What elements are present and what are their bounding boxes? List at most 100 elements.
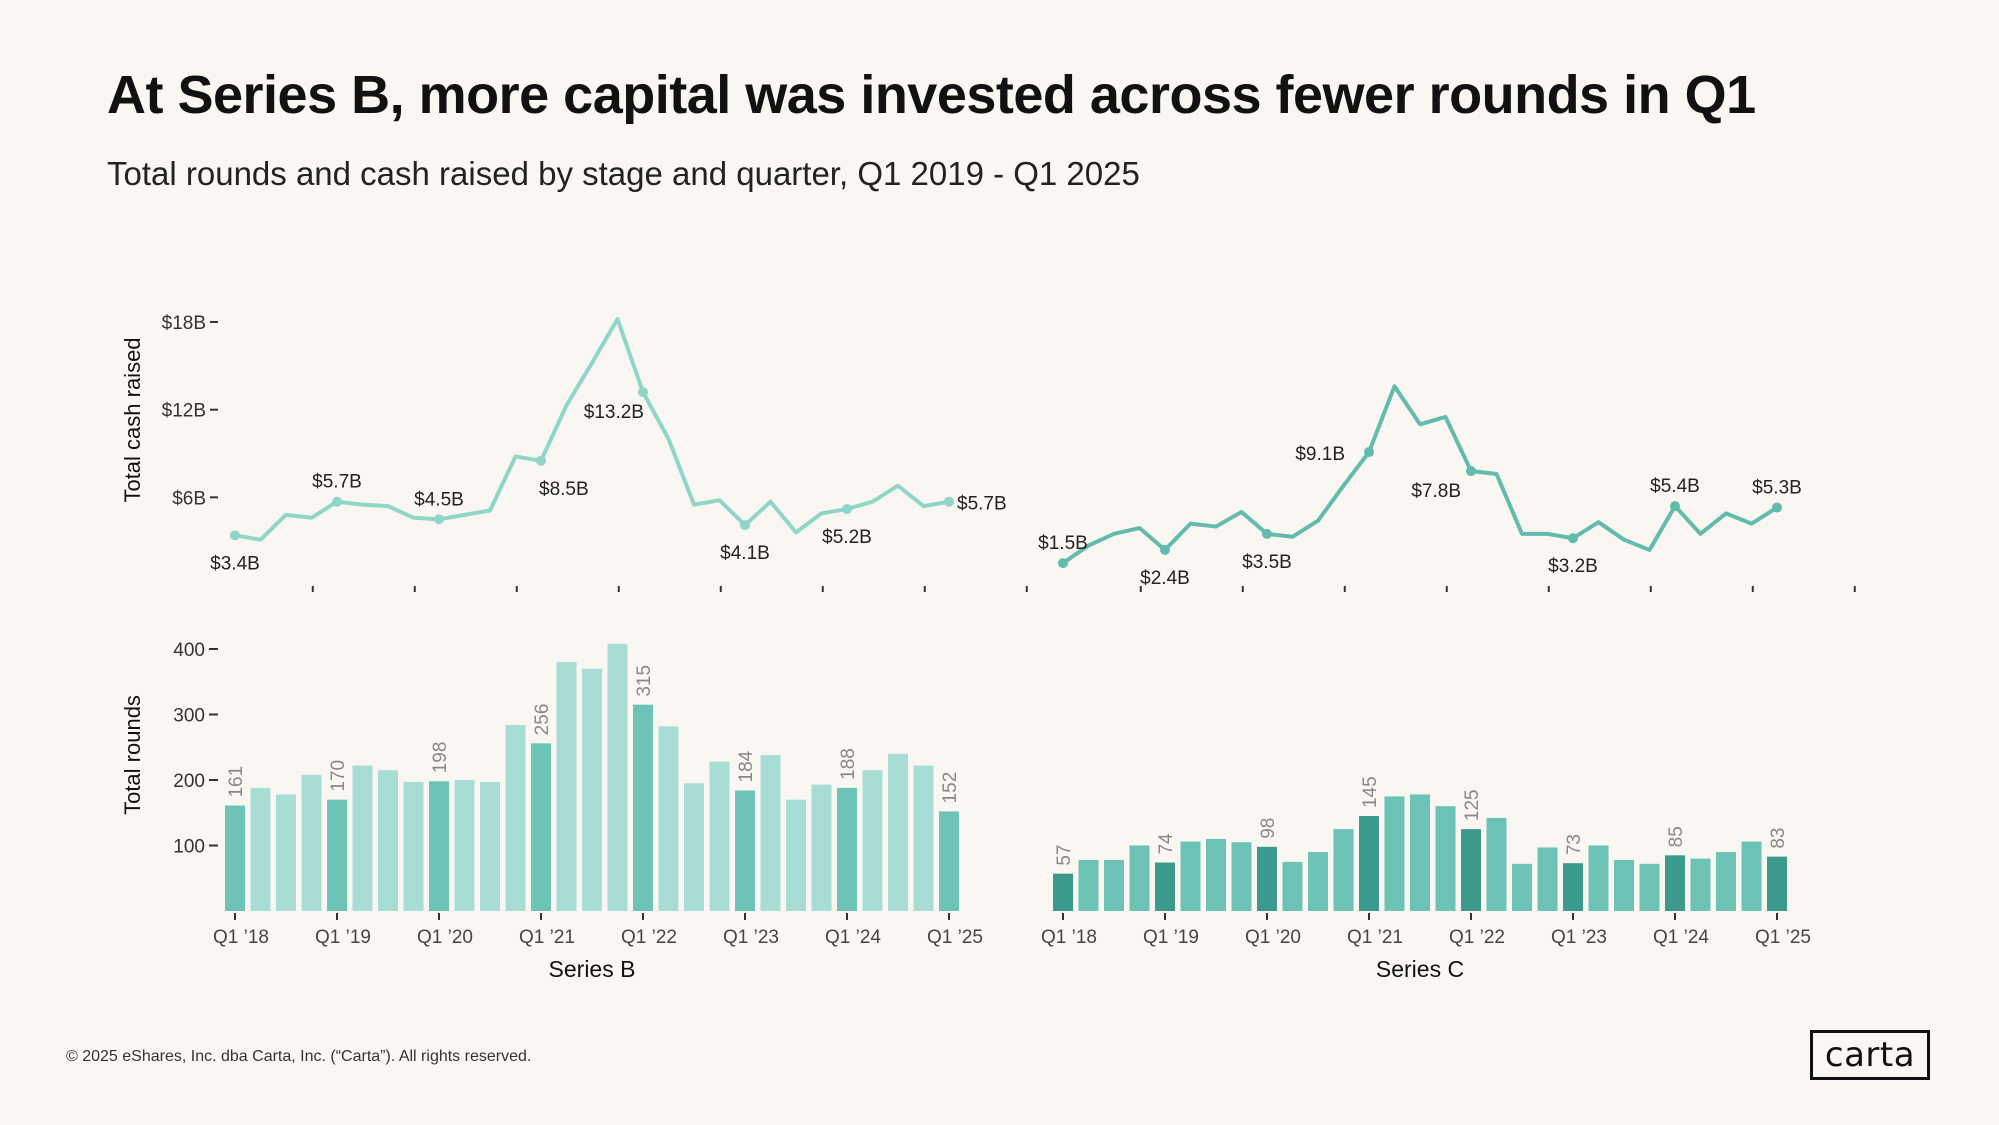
rounds-y-tick-label: 200 [173,771,205,792]
cash-y-axis-title: Total cash raised [120,337,145,502]
cash-data-label: $9.1B [1295,444,1345,465]
rounds-bar [811,784,832,911]
rounds-x-tick-label: Q1 ’19 [315,927,371,948]
rounds-bar [1716,852,1736,911]
rounds-bar [786,799,806,911]
rounds-data-label: 198 [430,742,451,774]
rounds-data-label: 188 [838,748,859,780]
rounds-bar [454,780,475,911]
rounds-bar [1639,863,1660,911]
cash-data-label: $4.5B [414,489,464,510]
cash-point-marker [1772,502,1782,513]
cash-data-label: $5.4B [1650,476,1700,497]
chart-subtitle: Total rounds and cash raised by stage an… [107,155,1140,192]
cash-point-marker [1364,447,1374,458]
rounds-data-label: 256 [532,704,553,736]
cash-y-tick-label: $6B [172,488,206,509]
series-b-cash-line [234,317,950,542]
rounds-bar [1563,863,1583,911]
rounds-bar [1767,856,1787,911]
rounds-bar [429,781,449,911]
rounds-bar [1665,855,1685,911]
rounds-bar [1359,816,1379,911]
rounds-bar [735,790,755,911]
rounds-bar [888,753,908,911]
cash-point-marker [944,496,954,507]
rounds-x-tick-label: Q1 ’24 [825,927,881,948]
rounds-bar [633,704,653,911]
rounds-x-tick-label: Q1 ’23 [723,927,779,948]
rounds-bar [276,794,296,911]
series-x-axis-title: Series B [549,956,636,982]
cash-data-label: $2.4B [1140,568,1190,589]
rounds-data-label: 125 [1462,789,1483,821]
rounds-bar [531,743,551,911]
rounds-bar [378,770,398,911]
rounds-bar [607,643,628,911]
cash-data-label: $5.7B [312,472,362,493]
rounds-bar [250,787,271,911]
cash-data-label: $8.5B [539,479,589,500]
rounds-x-tick-label: Q1 ’25 [1755,927,1811,948]
rounds-bar [480,781,500,911]
cash-point-marker [1670,501,1680,512]
rounds-x-tick-label: Q1 ’20 [1245,927,1301,948]
rounds-bar [1129,845,1150,911]
rounds-x-tick-label: Q1 ’21 [1347,927,1403,948]
rounds-bar [327,799,347,911]
rounds-bar [582,668,602,911]
cash-y-tick-label: $18B [162,313,206,334]
rounds-x-tick-label: Q1 ’25 [927,927,983,948]
rounds-x-tick-label: Q1 ’21 [519,927,575,948]
rounds-bar [1308,852,1328,911]
rounds-data-label: 73 [1564,834,1585,855]
rounds-bar [1435,806,1456,911]
rounds-bar [1461,829,1481,911]
chart-title: At Series B, more capital was invested a… [107,65,1756,125]
cash-data-label: $3.5B [1242,552,1292,573]
rounds-bar [1410,794,1430,911]
cash-point-marker [1466,466,1476,477]
cash-point-marker [740,520,750,531]
rounds-bar [556,662,577,911]
rounds-bar [1537,847,1558,911]
rounds-bar [1180,841,1201,911]
rounds-x-tick-label: Q1 ’18 [213,927,269,948]
rounds-bar [1053,873,1073,911]
rounds-x-tick-label: Q1 ’24 [1653,927,1709,948]
rounds-bar [1257,846,1277,911]
rounds-data-label: 152 [940,772,961,804]
rounds-bar [913,765,934,911]
rounds-y-tick-label: 400 [173,640,205,661]
series-x-axis-title: Series C [1376,956,1464,982]
cash-data-label: $4.1B [720,543,770,564]
rounds-data-label: 315 [634,665,655,697]
rounds-data-label: 170 [328,760,349,792]
rounds-bar [225,805,245,911]
cash-data-label: $5.2B [822,527,872,548]
rounds-bar [709,761,730,911]
cash-point-marker [332,496,342,507]
rounds-y-axis-title: Total rounds [120,695,145,815]
rounds-bar [403,781,424,911]
rounds-bar [658,726,679,911]
copyright-footer: © 2025 eShares, Inc. dba Carta, Inc. (“C… [66,1048,532,1065]
cash-point-marker [1262,528,1272,539]
rounds-bar [1282,861,1303,911]
rounds-x-tick-label: Q1 ’19 [1143,927,1199,948]
rounds-bar [1155,862,1175,911]
rounds-bar [684,783,704,911]
rounds-x-tick-label: Q1 ’20 [417,927,473,948]
rounds-bar [505,724,526,911]
cash-data-label: $5.3B [1752,478,1802,499]
rounds-bar [939,811,959,911]
rounds-x-tick-label: Q1 ’22 [621,927,677,948]
cash-y-tick-label: $12B [162,401,206,422]
cash-data-label: $1.5B [1038,533,1088,554]
rounds-data-label: 83 [1768,827,1789,848]
rounds-data-label: 184 [736,750,757,782]
cash-data-label: $13.2B [584,402,644,423]
rounds-bar [1104,859,1124,911]
cash-data-label: $3.2B [1548,556,1598,577]
